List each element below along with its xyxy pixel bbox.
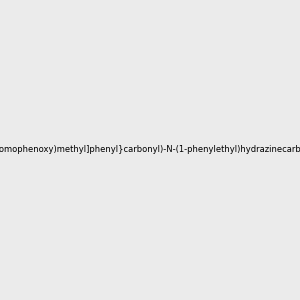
Text: 2-({3-[(2-bromophenoxy)methyl]phenyl}carbonyl)-N-(1-phenylethyl)hydrazinecarboth: 2-({3-[(2-bromophenoxy)methyl]phenyl}car… <box>0 146 300 154</box>
